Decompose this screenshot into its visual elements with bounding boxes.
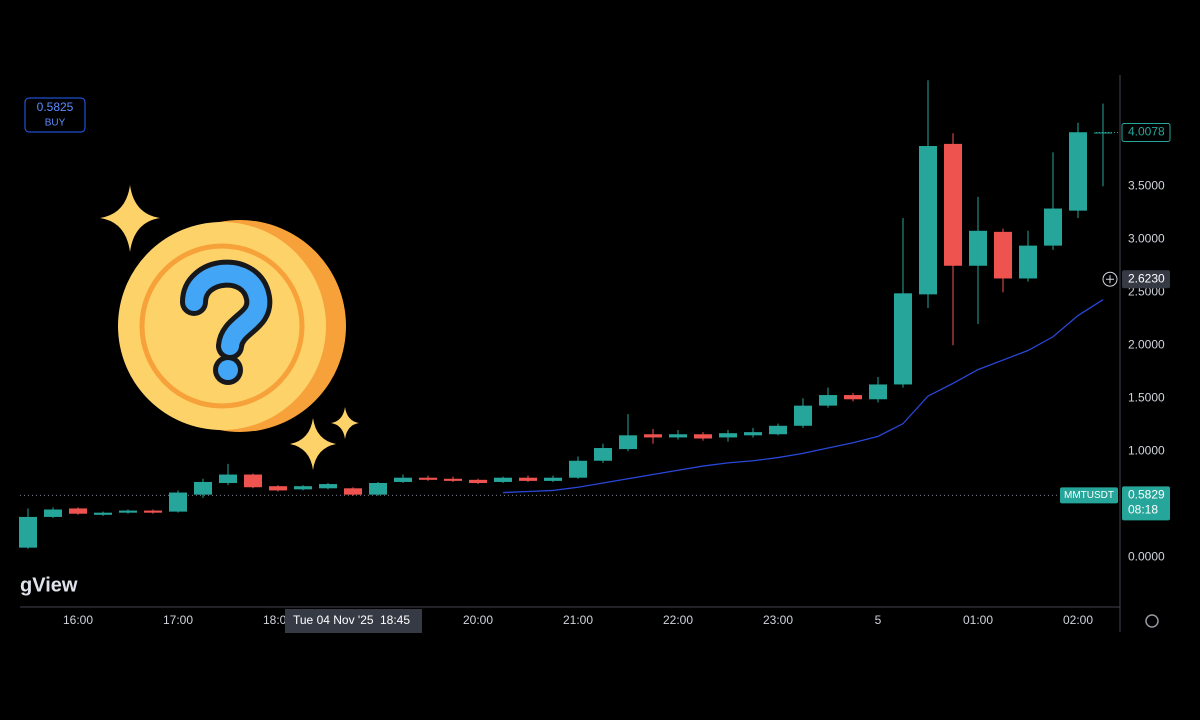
y-tick-label: 3.5000 [1128, 178, 1165, 192]
candle-body [419, 477, 437, 480]
candle-body [944, 143, 962, 266]
y-tick-label: 1.5000 [1128, 390, 1165, 404]
crosshair-time-box [285, 609, 422, 633]
x-tick-label: 01:00 [963, 613, 993, 627]
candle-body [369, 483, 387, 495]
candle-body [219, 474, 237, 484]
y-tick-label: 3.0000 [1128, 231, 1165, 245]
crosshair-price-box [1122, 270, 1170, 289]
crosshair-date: Tue 04 Nov '25 [293, 613, 374, 627]
y-tick-label: 0.0000 [1128, 549, 1165, 563]
candle-body [819, 395, 837, 406]
crosshair-time: 18:45 [380, 613, 410, 627]
coin-illustration [100, 185, 359, 470]
x-tick-label: 21:00 [563, 613, 593, 627]
candle-body [69, 508, 87, 514]
symbol-name-box [1060, 487, 1118, 504]
candle-body [244, 474, 262, 488]
candle-body [344, 488, 362, 495]
last-price-label: 4.0078 [1128, 125, 1165, 139]
x-tick-label: 5 [875, 613, 882, 627]
candle-body [294, 486, 312, 490]
candle-body [494, 477, 512, 482]
symbol-price: 0.5829 [1128, 488, 1165, 502]
candle-body [794, 405, 812, 426]
candle-body [319, 484, 337, 489]
x-tick-label: 17:00 [163, 613, 193, 627]
candle-body [644, 434, 662, 438]
candle-body [844, 395, 862, 400]
candle-body [719, 433, 737, 438]
candle-body [194, 481, 212, 495]
countdown: 08:18 [1128, 503, 1158, 517]
candle-body [444, 478, 462, 481]
buy-button[interactable] [24, 97, 86, 133]
candle-body [1019, 245, 1037, 279]
y-tick-label: 1.0000 [1128, 443, 1165, 457]
candle-body [619, 435, 637, 450]
candle-body [269, 486, 287, 491]
candle-body [894, 293, 912, 385]
candle-body [969, 230, 987, 266]
candle-body [469, 479, 487, 484]
symbol-price-box [1122, 486, 1170, 521]
candle-body [694, 434, 712, 439]
candle-body [744, 432, 762, 436]
candle-body [144, 510, 162, 513]
candle-body [919, 146, 937, 295]
candle-body [594, 448, 612, 461]
x-tick-label: 23:00 [763, 613, 793, 627]
candle-body [869, 384, 887, 400]
candle-body [669, 434, 687, 438]
add-alert-plus [1106, 275, 1114, 284]
plot-area [19, 80, 1120, 549]
x-tick-label: 02:00 [1063, 613, 1093, 627]
x-tick-label: 20:00 [463, 613, 493, 627]
last-price-box [1121, 122, 1171, 142]
candle-body [544, 477, 562, 481]
y-tick-label: 2.0000 [1128, 337, 1165, 351]
logo: gView [20, 574, 78, 596]
x-tick-label: 22:00 [663, 613, 693, 627]
candle-body [169, 492, 187, 512]
symbol-name: MMTUSDT [1064, 490, 1114, 501]
candle-body [994, 231, 1012, 279]
crosshair-price-label: 2.6230 [1128, 271, 1165, 285]
candle-body [44, 509, 62, 517]
x-tick-label: 16:00 [63, 613, 93, 627]
candle-body [19, 516, 37, 548]
candle-body [1069, 132, 1087, 211]
buy-price: 0.5825 [37, 100, 74, 114]
candle-body [119, 510, 137, 513]
settings-icon[interactable] [1145, 614, 1159, 628]
candle-body [1044, 208, 1062, 246]
candle-body [519, 477, 537, 481]
moving-average-line [502, 299, 1104, 494]
candle-body [394, 477, 412, 482]
buy-label: BUY [45, 118, 66, 129]
candle-body [569, 460, 587, 478]
candle-body [94, 512, 112, 515]
candle-body [769, 425, 787, 435]
